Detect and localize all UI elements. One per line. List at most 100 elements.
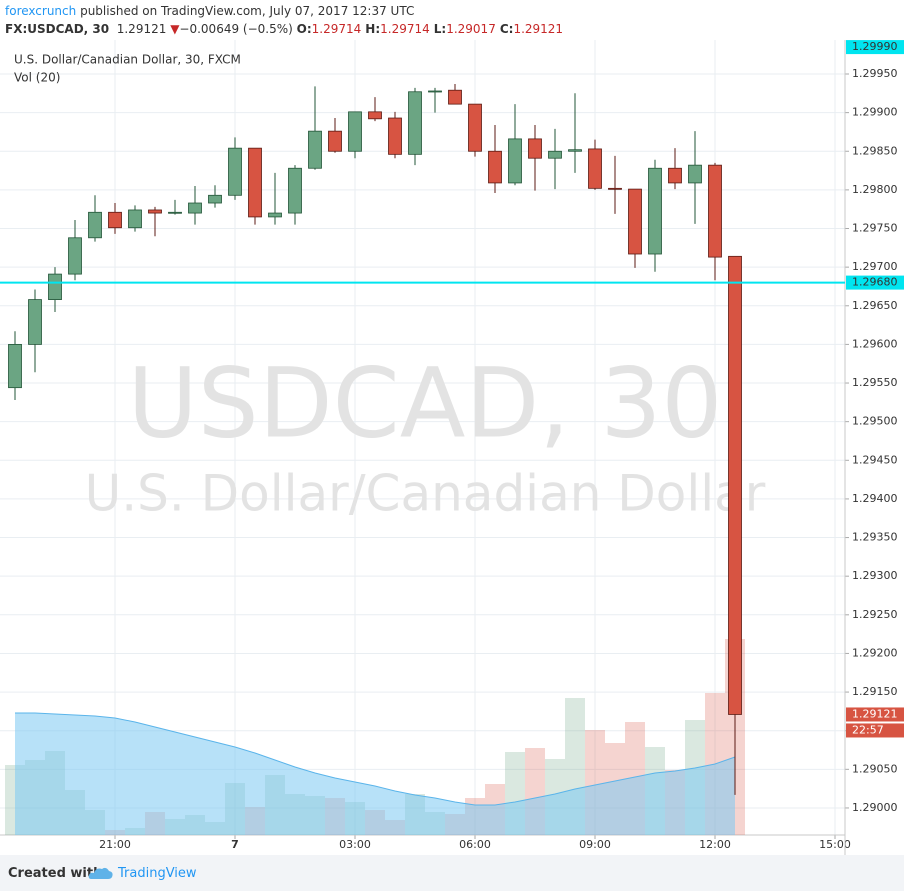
candle-body	[548, 150, 562, 159]
candle-body	[468, 103, 482, 152]
ohlc-key: C:	[499, 22, 514, 36]
last-price-label-box	[846, 707, 904, 722]
volume-ma-line	[15, 712, 736, 806]
countdown-label: 22:57	[852, 723, 884, 736]
candle-body	[528, 138, 542, 159]
candle-body	[188, 202, 202, 214]
candle-body	[28, 299, 42, 345]
y-tick-label: 1.29300	[852, 569, 898, 582]
change: −0.00649 (−0.5%)	[179, 22, 293, 36]
symbol: FX:USDCAD, 30	[5, 22, 110, 36]
x-tick-label: 06:00	[459, 838, 491, 851]
hline-label: 1.29680	[852, 276, 898, 289]
footer: Created with TradingView	[0, 855, 904, 891]
candle-body	[608, 187, 622, 190]
ohlc-value: 1.29714	[311, 22, 362, 36]
y-tick-label: 1.29450	[852, 453, 898, 466]
candle-body	[168, 211, 182, 214]
watermark-name: U.S. Dollar/Canadian Dollar	[85, 465, 766, 523]
candle-body	[228, 147, 242, 196]
y-tick-label: 1.29800	[852, 183, 898, 196]
ohlc-key: H:	[365, 22, 381, 36]
publish-line: forexcrunch published on TradingView.com…	[5, 4, 414, 18]
candle-body	[368, 111, 382, 120]
x-tick-label: 21:00	[99, 838, 131, 851]
candle-body	[728, 255, 742, 715]
y-tick-label: 1.29500	[852, 415, 898, 428]
candle-body	[48, 273, 62, 300]
candle-body	[308, 130, 322, 169]
candle-body	[148, 209, 162, 214]
last-price-label: 1.29121	[852, 707, 898, 720]
ohlc-key: O:	[296, 22, 312, 36]
countdown-label-box	[846, 723, 904, 738]
candle-body	[488, 150, 502, 184]
watermark-symbol: USDCAD, 30	[128, 347, 723, 459]
y-tick-label: 1.29200	[852, 646, 898, 659]
symbol-line: FX:USDCAD, 30 1.29121 ▼−0.00649 (−0.5%) …	[5, 22, 567, 36]
candle-body	[448, 89, 462, 105]
candle-body	[348, 111, 362, 152]
volume-ma-area	[15, 713, 735, 835]
candle-body	[328, 130, 342, 152]
x-tick-label: 15:00	[819, 838, 851, 851]
arrow: ▼	[170, 22, 180, 36]
candle-body	[428, 90, 442, 93]
logo	[88, 867, 113, 879]
y-tick-label: 1.29950	[852, 67, 898, 80]
candle-body	[408, 91, 422, 155]
candle-body	[268, 212, 282, 218]
x-tick-label: 09:00	[579, 838, 611, 851]
y-tick-label: 1.29050	[852, 762, 898, 775]
x-tick-label: 03:00	[339, 838, 371, 851]
candle-body	[648, 167, 662, 255]
candle-body	[288, 167, 302, 214]
candle-body	[128, 209, 142, 229]
y-tick-label: 1.29350	[852, 531, 898, 544]
y-tick-label: 1.29700	[852, 260, 898, 273]
created-with: Created with	[8, 866, 103, 881]
top-label: 1.29990	[852, 40, 898, 53]
hline-label-box	[846, 275, 904, 290]
candle-body	[708, 164, 722, 258]
publisher[interactable]: forexcrunch	[5, 4, 77, 18]
y-tick-label: 1.29150	[852, 685, 898, 698]
ohlc-value: 1.29121	[513, 22, 564, 36]
top-label-box	[846, 40, 904, 55]
ohlc-value: 1.29714	[380, 22, 430, 36]
candle-body	[208, 194, 222, 204]
candle-body	[588, 148, 602, 189]
y-tick-label: 1.29850	[852, 144, 898, 157]
last: 1.29121	[116, 22, 167, 36]
volume-legend: Vol (20)	[14, 71, 60, 85]
candle-body	[568, 149, 582, 152]
ohlc: O:1.29714 H:1.29714 L:1.29017 C:1.29121	[297, 22, 567, 36]
candle-body	[88, 211, 102, 239]
y-tick-label: 1.29900	[852, 106, 898, 119]
candle-body	[388, 117, 402, 155]
y-tick-label: 1.29000	[852, 801, 898, 814]
y-tick-label: 1.29400	[852, 492, 898, 505]
y-tick-label: 1.29250	[852, 608, 898, 621]
y-tick-label: 1.29650	[852, 299, 898, 312]
y-tick-label: 1.29750	[852, 222, 898, 235]
candle-body	[108, 211, 122, 229]
candle-body	[68, 237, 82, 275]
ohlc-value: 1.29017	[446, 22, 496, 36]
candle-body	[628, 188, 642, 255]
brand[interactable]: TradingView	[118, 866, 197, 881]
chart: USDCAD, 30 U.S. Dollar/Canadian Dollar 1…	[0, 40, 904, 855]
candle-body	[248, 147, 262, 218]
x-tick-label: 7	[231, 838, 239, 851]
ohlc-key: L:	[433, 22, 447, 36]
y-tick-label: 1.29550	[852, 376, 898, 389]
candle-body	[8, 344, 22, 389]
x-tick-label: 12:00	[699, 838, 731, 851]
candle-body	[508, 138, 522, 184]
chart-title: U.S. Dollar/Canadian Dollar, 30, FXCM	[14, 53, 241, 67]
candle-body	[668, 167, 682, 184]
header: forexcrunch published on TradingView.com…	[0, 0, 904, 40]
published: published on TradingView.com, July 07, 2…	[80, 4, 415, 18]
y-tick-label: 1.29600	[852, 337, 898, 350]
